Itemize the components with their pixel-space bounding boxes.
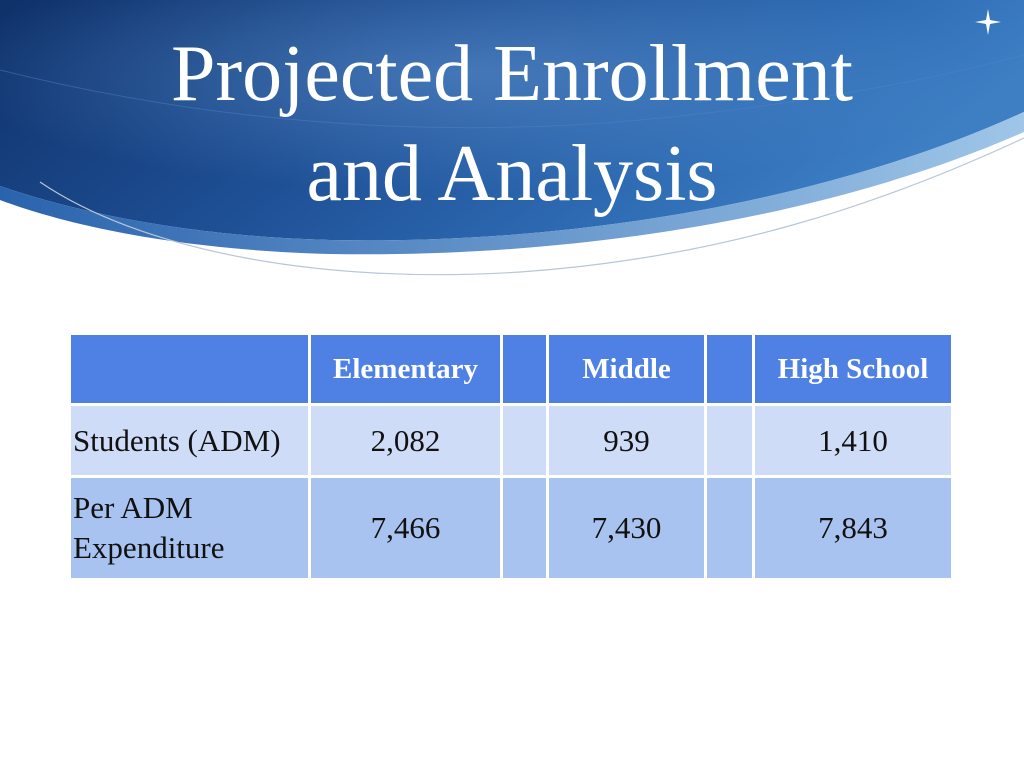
- header-cell-spacer-1: [503, 335, 549, 406]
- banner-glow: [0, 0, 1024, 241]
- table-row: Students (ADM) 2,082 939 1,410: [71, 406, 951, 478]
- cell-expenditure-elementary: 7,466: [311, 478, 503, 578]
- cell-expenditure-middle: 7,430: [549, 478, 707, 578]
- cell-expenditure-spacer-1: [503, 478, 549, 578]
- slide-title: Projected Enrollment and Analysis: [0, 24, 1024, 224]
- table-row: Per ADM Expenditure 7,466 7,430 7,843: [71, 478, 951, 578]
- row-label-expenditure-line1: Per ADM: [73, 490, 193, 525]
- table-header-row: Elementary Middle High School: [71, 335, 951, 406]
- cell-students-spacer-1: [503, 406, 549, 478]
- cell-students-elementary: 2,082: [311, 406, 503, 478]
- row-label-expenditure: Per ADM Expenditure: [71, 478, 311, 578]
- four-point-star-icon: [975, 9, 1001, 35]
- header-cell-elementary: Elementary: [311, 335, 503, 406]
- cell-students-high-school: 1,410: [755, 406, 951, 478]
- enrollment-table: Elementary Middle High School Students (…: [71, 335, 951, 578]
- cell-expenditure-high-school: 7,843: [755, 478, 951, 578]
- cell-expenditure-spacer-2: [707, 478, 755, 578]
- banner-thin-curve: [39, 137, 1024, 276]
- header-cell-spacer-2: [707, 335, 755, 406]
- slide-title-line1: Projected Enrollment: [170, 30, 854, 118]
- row-label-expenditure-line2: Expenditure: [73, 530, 225, 565]
- row-label-students: Students (ADM): [71, 406, 311, 478]
- banner-streak: [0, 54, 1024, 129]
- header-cell-empty: [71, 335, 311, 406]
- slide-title-line2: and Analysis: [306, 130, 718, 218]
- header-cell-high-school: High School: [755, 335, 951, 406]
- header-cell-middle: Middle: [549, 335, 707, 406]
- cell-students-spacer-2: [707, 406, 755, 478]
- header-banner-art: [0, 0, 1024, 276]
- cell-students-middle: 939: [549, 406, 707, 478]
